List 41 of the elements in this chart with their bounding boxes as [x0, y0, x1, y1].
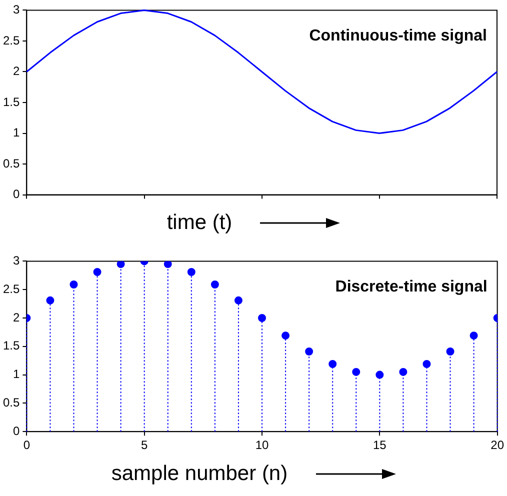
x-tick-label: 0: [23, 438, 30, 452]
y-tick-label: 1.5: [2, 338, 20, 353]
x-axis-title: sample number (n): [111, 462, 288, 486]
y-tick-label: 0.5: [2, 396, 20, 410]
point: [46, 296, 54, 304]
y-tick-label: 3: [12, 254, 20, 268]
point: [164, 261, 172, 268]
y-tick-label: 3: [12, 2, 20, 17]
y-tick-label: 1.5: [2, 94, 20, 109]
point: [470, 332, 478, 340]
point: [187, 268, 196, 276]
x-axis-title: time (t): [166, 211, 232, 235]
x-tick-label: 15: [372, 438, 387, 452]
annotation: Discrete-time signal: [335, 278, 488, 296]
y-tick-label: 2.5: [2, 33, 20, 48]
point: [93, 268, 102, 276]
point: [116, 261, 125, 268]
point: [282, 332, 290, 340]
y-tick-label: 0.5: [2, 156, 20, 170]
point: [305, 348, 314, 356]
point: [328, 360, 337, 368]
point: [234, 296, 242, 304]
point: [70, 280, 78, 288]
point: [258, 314, 266, 322]
x-tick-label: 5: [141, 438, 148, 452]
y-tick-label: 1: [12, 367, 20, 382]
point: [399, 368, 408, 376]
y-tick-label: 2: [12, 310, 20, 324]
x-tick-label: 10: [255, 438, 269, 452]
point: [376, 370, 384, 379]
point: [446, 348, 454, 356]
y-tick-label: 2: [12, 64, 20, 78]
point: [352, 368, 360, 376]
annotation: Continuous-time signal: [309, 28, 487, 45]
y-tick-label: 0: [12, 424, 20, 438]
point: [210, 280, 219, 288]
point: [422, 360, 431, 368]
x-tick-label: 20: [490, 438, 504, 452]
y-tick-label: 0: [12, 187, 20, 202]
y-tick-label: 2.5: [2, 282, 20, 296]
y-tick-label: 1: [12, 126, 20, 140]
